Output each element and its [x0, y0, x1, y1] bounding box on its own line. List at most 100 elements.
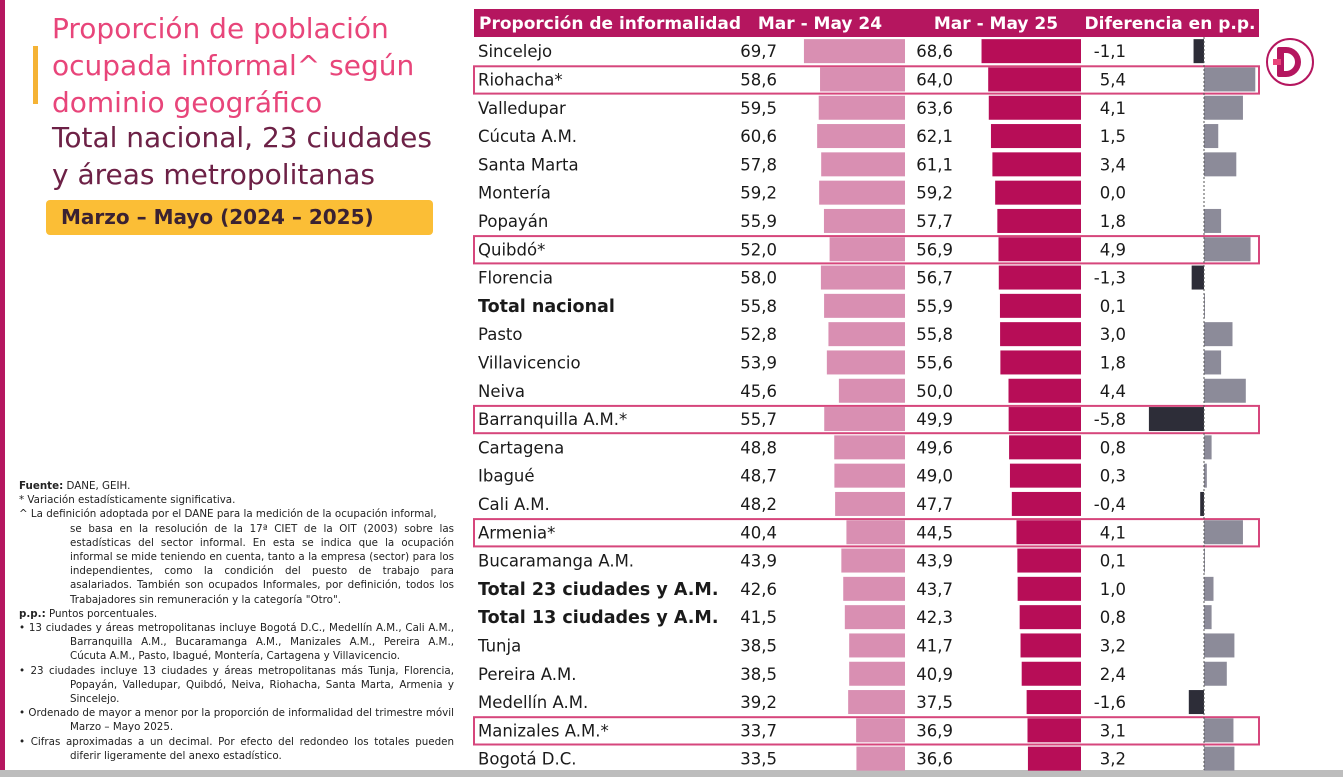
value-diff-1: 5,4	[1100, 70, 1126, 89]
bar-curr-14	[1009, 435, 1081, 460]
value-prev-7: 52,0	[740, 240, 777, 259]
bar-prev-17	[846, 520, 905, 545]
value-diff-12: 4,4	[1100, 382, 1126, 401]
value-diff-5: 0,0	[1100, 184, 1126, 203]
row-label-1: Riohacha*	[478, 70, 563, 89]
bar-diff-8	[1191, 265, 1204, 290]
bar-curr-11	[1000, 350, 1081, 375]
bar-diff-25	[1204, 746, 1235, 771]
bar-diff-21	[1204, 633, 1235, 658]
row-label-4: Santa Marta	[478, 155, 579, 174]
value-diff-21: 3,2	[1100, 636, 1126, 655]
row-label-19: Total 23 ciudades y A.M.	[478, 580, 719, 600]
row-label-15: Ibagué	[478, 467, 535, 486]
value-curr-15: 49,0	[916, 467, 953, 486]
bar-prev-16	[835, 491, 905, 516]
bar-diff-23	[1188, 690, 1204, 715]
bar-diff-15	[1204, 463, 1207, 488]
value-diff-15: 0,3	[1100, 467, 1126, 486]
row-label-14: Cartagena	[478, 438, 564, 457]
value-curr-19: 43,7	[916, 580, 953, 599]
value-curr-18: 43,9	[916, 552, 953, 571]
row-label-22: Pereira A.M.	[478, 665, 577, 684]
value-prev-2: 59,5	[740, 99, 777, 118]
bar-prev-21	[849, 633, 905, 658]
value-prev-1: 58,6	[740, 70, 777, 89]
table-header-band	[474, 9, 1259, 37]
value-diff-16: -0,4	[1094, 495, 1126, 514]
bar-prev-22	[849, 661, 905, 686]
row-label-11: Villavicencio	[478, 353, 581, 372]
bar-diff-3	[1204, 124, 1219, 149]
row-label-9: Total nacional	[478, 297, 615, 317]
bar-curr-1	[988, 67, 1081, 92]
row-label-18: Bucaramanga A.M.	[478, 552, 634, 571]
value-prev-17: 40,4	[740, 523, 777, 542]
value-curr-25: 36,6	[916, 750, 953, 769]
value-prev-13: 55,7	[740, 410, 777, 429]
bar-prev-18	[841, 548, 905, 573]
bar-diff-1	[1204, 67, 1256, 92]
row-label-8: Florencia	[478, 269, 553, 288]
value-curr-21: 41,7	[916, 636, 953, 655]
value-prev-21: 38,5	[740, 636, 777, 655]
bar-prev-15	[834, 463, 905, 488]
highlight-box-row-1	[473, 65, 1260, 95]
bar-diff-2	[1204, 95, 1243, 120]
bar-diff-7	[1204, 237, 1251, 262]
bar-prev-14	[834, 435, 905, 460]
significance-note: * Variación estadísticamente significati…	[19, 494, 236, 507]
bar-prev-19	[843, 576, 905, 601]
bar-prev-25	[856, 746, 905, 771]
bar-curr-19	[1017, 576, 1081, 601]
chart-subtitle: Total nacional, 23 ciudades y áreas metr…	[52, 121, 432, 191]
bar-curr-10	[1000, 322, 1081, 347]
value-curr-5: 59,2	[916, 184, 953, 203]
bar-diff-10	[1204, 322, 1233, 347]
value-prev-5: 59,2	[740, 184, 777, 203]
bar-curr-12	[1008, 378, 1081, 403]
bar-curr-21	[1020, 633, 1081, 658]
pp-note: p.p.: Puntos porcentuales.	[19, 607, 454, 621]
bar-diff-17	[1204, 520, 1243, 545]
value-diff-17: 4,1	[1100, 523, 1126, 542]
note-23-cities: • 23 ciudades incluye 13 ciudades y área…	[19, 664, 454, 706]
bar-prev-11	[826, 350, 905, 375]
bar-curr-4	[992, 152, 1081, 177]
value-curr-22: 40,9	[916, 665, 953, 684]
bar-prev-13	[824, 407, 905, 432]
value-diff-8: -1,3	[1094, 269, 1126, 288]
value-prev-15: 48,7	[740, 467, 777, 486]
pp-value: Puntos porcentuales.	[45, 607, 158, 620]
bar-diff-20	[1204, 605, 1212, 630]
period-badge: Marzo – Mayo (2024 – 2025)	[46, 200, 433, 235]
row-label-10: Pasto	[478, 325, 522, 344]
bar-curr-7	[998, 237, 1081, 262]
bar-diff-14	[1204, 435, 1212, 460]
highlight-box-row-24	[473, 716, 1260, 746]
value-prev-14: 48,8	[740, 438, 777, 457]
row-label-16: Cali A.M.	[478, 495, 550, 514]
bar-curr-2	[988, 95, 1081, 120]
value-diff-6: 1,8	[1100, 212, 1126, 231]
value-prev-9: 55,8	[740, 297, 777, 316]
value-diff-18: 0,1	[1100, 552, 1126, 571]
bar-diff-24	[1204, 718, 1234, 743]
value-curr-8: 56,7	[916, 269, 953, 288]
highlight-box-row-17	[473, 518, 1260, 548]
row-label-6: Popayán	[478, 212, 548, 231]
bar-diff-16	[1200, 491, 1204, 516]
value-prev-11: 53,9	[740, 353, 777, 372]
note-order: • Ordenado de mayor a menor por la propo…	[19, 707, 454, 734]
bottom-gray-stripe	[0, 770, 1343, 777]
bar-curr-18	[1017, 548, 1081, 573]
value-prev-16: 48,2	[740, 495, 777, 514]
chart-title: Proporción de población ocupada informal…	[52, 12, 415, 119]
value-diff-4: 3,4	[1100, 155, 1126, 174]
value-prev-6: 55,9	[740, 212, 777, 231]
note-13-cities: • 13 ciudades y áreas metropolitanas inc…	[19, 622, 454, 663]
value-diff-10: 3,0	[1100, 325, 1126, 344]
value-prev-22: 38,5	[740, 665, 777, 684]
row-label-5: Montería	[478, 184, 551, 203]
value-prev-12: 45,6	[740, 382, 777, 401]
